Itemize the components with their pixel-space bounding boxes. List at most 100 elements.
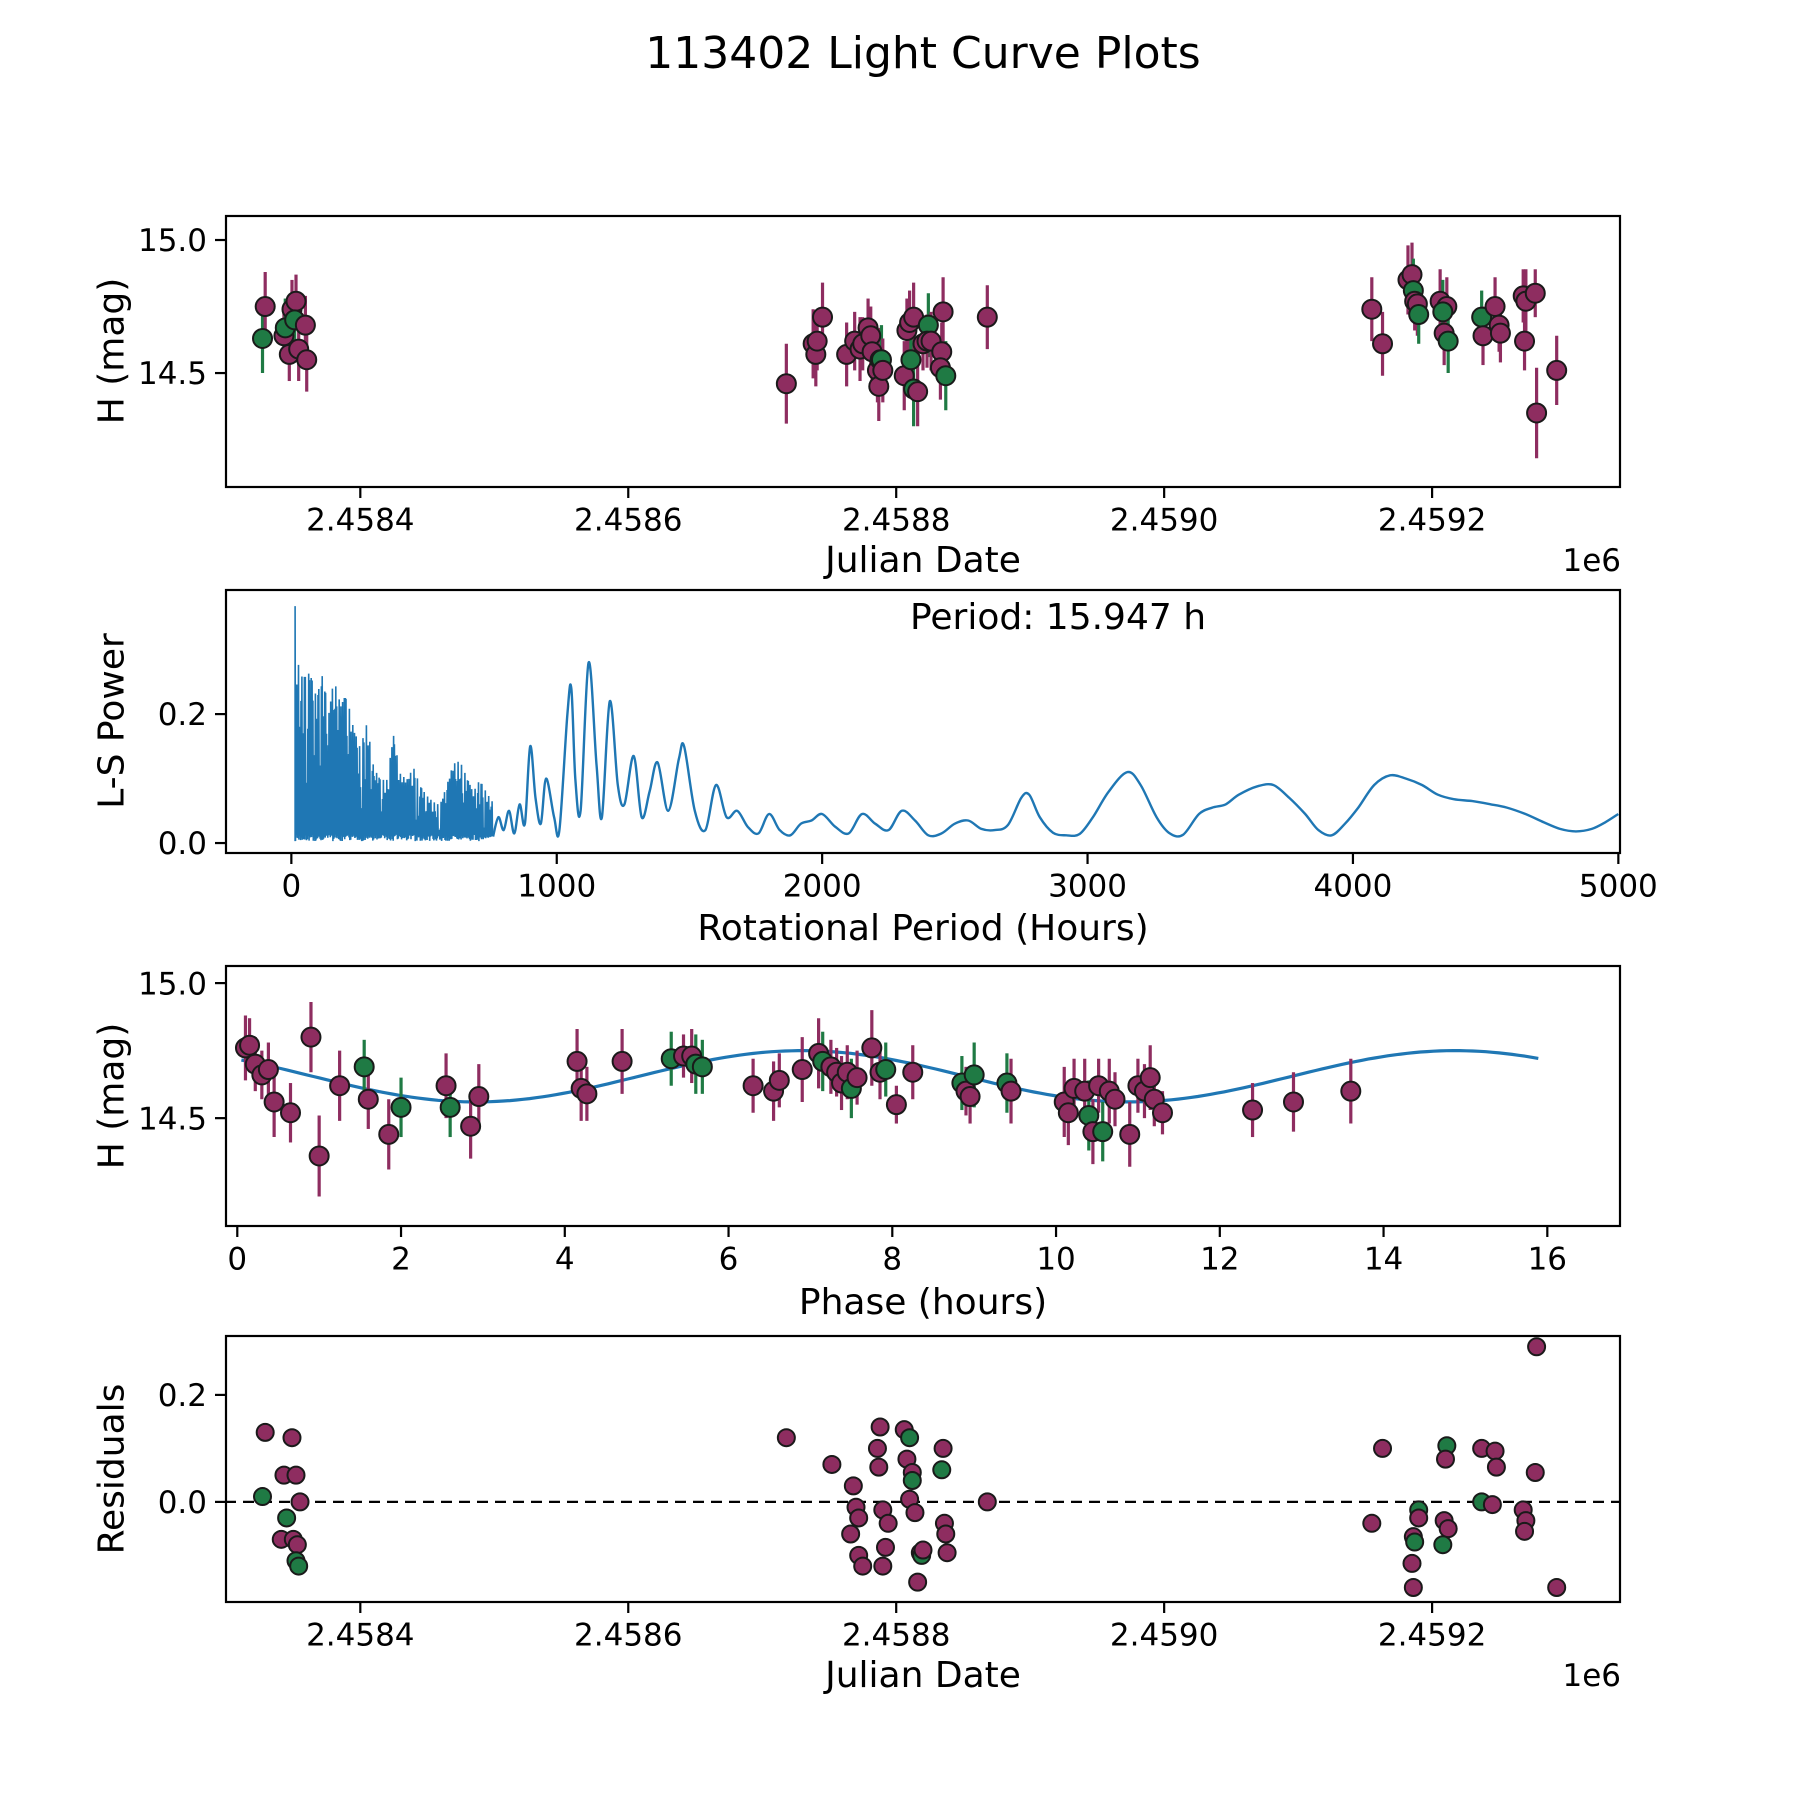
data-point xyxy=(1151,1102,1173,1124)
data-point xyxy=(913,1540,933,1560)
y-tick-label: 0.2 xyxy=(158,697,207,733)
data-point xyxy=(611,1050,633,1072)
data-point xyxy=(468,1086,490,1108)
data-point xyxy=(937,1543,957,1563)
y-axis-label-residuals: Residuals xyxy=(91,1383,133,1555)
data-point xyxy=(872,359,894,381)
y-tick-label: 0.2 xyxy=(158,1378,207,1414)
data-point xyxy=(936,1524,956,1544)
data-point xyxy=(1340,1080,1362,1102)
data-point xyxy=(742,1075,764,1097)
data-point xyxy=(812,306,834,328)
data-point xyxy=(932,301,954,323)
x-tick-label: 2.4588 xyxy=(842,1617,950,1653)
x-tick-label: 2.4584 xyxy=(306,1617,414,1653)
data-point xyxy=(843,1476,863,1496)
periodogram-line xyxy=(491,661,1619,838)
data-point xyxy=(1524,282,1546,304)
x-tick-label: 2.4590 xyxy=(1110,502,1218,538)
data-point xyxy=(870,1417,890,1437)
x-tick-label: 4000 xyxy=(1313,868,1392,904)
y-axis-label-phase-mag: H (mag) xyxy=(91,1022,133,1170)
x-axis-label-period: Rotational Period (Hours) xyxy=(697,908,1149,949)
data-point xyxy=(435,1075,457,1097)
data-point xyxy=(439,1096,461,1118)
figure-title: 113402 Light Curve Plots xyxy=(645,28,1201,79)
data-point xyxy=(390,1096,412,1118)
data-point xyxy=(861,1037,883,1059)
y-tick-label: 14.5 xyxy=(138,356,207,392)
periodogram-noise-line xyxy=(294,606,494,842)
data-point xyxy=(1482,1495,1502,1515)
x-tick-label: 16 xyxy=(1528,1241,1567,1277)
data-point xyxy=(1372,333,1394,355)
x-tick-label: 2.4584 xyxy=(306,502,414,538)
data-point xyxy=(875,1537,895,1557)
x-tick-label: 2.4586 xyxy=(574,502,682,538)
data-point xyxy=(935,365,957,387)
data-point xyxy=(1485,1441,1505,1461)
x-tick-label: 12 xyxy=(1200,1241,1239,1277)
data-point xyxy=(1437,330,1459,352)
data-point xyxy=(1514,330,1536,352)
data-point xyxy=(300,1026,322,1048)
data-point xyxy=(1526,402,1548,424)
data-point xyxy=(290,1492,310,1512)
data-point xyxy=(255,1422,275,1442)
data-point xyxy=(1282,1091,1304,1113)
data-point xyxy=(1242,1099,1264,1121)
data-point xyxy=(768,1069,790,1091)
data-point xyxy=(1092,1121,1114,1143)
jd-magnitude-plot: 2.4584 2.4586 2.4588 2.4590 2.4592 14.5 15.0 xyxy=(138,214,1622,538)
x-tick-label: 4 xyxy=(555,1241,575,1277)
data-point xyxy=(691,1056,713,1078)
y-axis-label-power: L-S Power xyxy=(91,633,133,809)
data-point xyxy=(806,330,828,352)
data-point xyxy=(1525,1462,1545,1482)
data-point xyxy=(1403,1577,1423,1597)
y-tick-label: 15.0 xyxy=(138,223,207,259)
x-tick-label: 2.4586 xyxy=(574,1617,682,1653)
data-point xyxy=(878,1513,898,1533)
x-tick-label: 2.4588 xyxy=(842,502,950,538)
x-tick-label: 2.4590 xyxy=(1110,1617,1218,1653)
data-point xyxy=(885,1094,907,1116)
data-point xyxy=(1527,1337,1547,1357)
data-point xyxy=(286,1465,306,1485)
data-point xyxy=(1489,322,1511,344)
data-point xyxy=(1402,1553,1422,1573)
data-point xyxy=(775,373,797,395)
axis-frame xyxy=(224,964,1622,1228)
x-tick-label: 5000 xyxy=(1579,868,1658,904)
x-tick-label: 8 xyxy=(882,1241,902,1277)
data-point xyxy=(873,1556,893,1576)
x-axis-label-phase: Phase (hours) xyxy=(798,1282,1048,1323)
x-tick-label: 6 xyxy=(719,1241,739,1277)
data-point xyxy=(253,1487,273,1507)
data-point xyxy=(1405,1532,1425,1552)
data-point xyxy=(1547,1577,1567,1597)
data-point xyxy=(1361,298,1383,320)
data-point xyxy=(294,314,316,336)
data-point xyxy=(976,306,998,328)
data-point xyxy=(1119,1123,1141,1145)
x-tick-label: 0 xyxy=(227,1241,247,1277)
data-point xyxy=(900,349,922,371)
x-tick-label: 2.4592 xyxy=(1378,1617,1486,1653)
data-point xyxy=(902,1471,922,1491)
data-point xyxy=(357,1088,379,1110)
data-point xyxy=(959,1086,981,1108)
axis-frame xyxy=(224,1334,1622,1604)
axis-frame xyxy=(224,214,1622,489)
data-point xyxy=(576,1083,598,1105)
x-tick-label: 0 xyxy=(281,868,301,904)
data-point xyxy=(849,1508,869,1528)
axis-offset-label-jd-residuals: 1e6 xyxy=(1562,1658,1621,1694)
data-point xyxy=(329,1075,351,1097)
data-point xyxy=(1438,1519,1458,1539)
data-point xyxy=(282,1428,302,1448)
data-point xyxy=(908,1572,928,1592)
data-point xyxy=(869,1457,889,1477)
x-tick-label: 14 xyxy=(1364,1241,1403,1277)
data-point xyxy=(289,1556,309,1576)
